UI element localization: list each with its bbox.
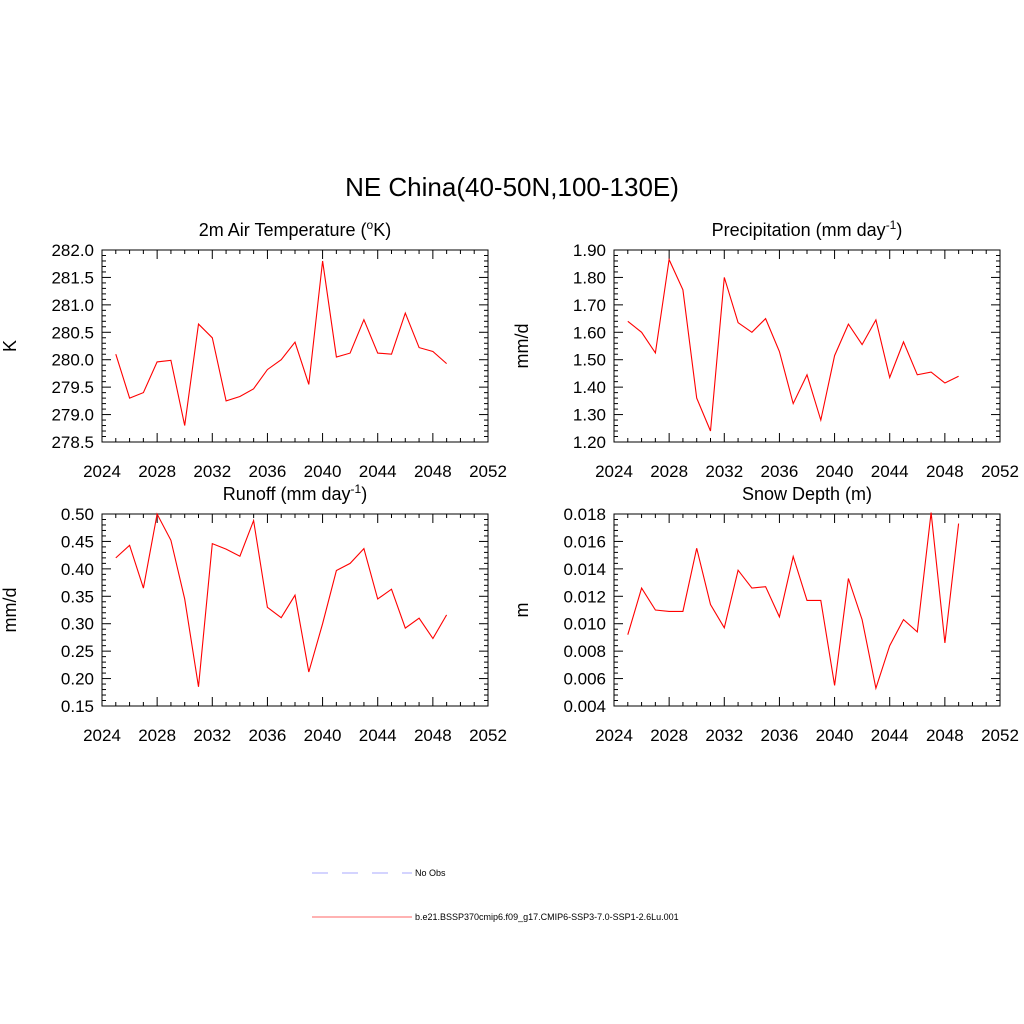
x-tick-label: 2040 xyxy=(816,726,854,745)
y-tick-label: 1.90 xyxy=(573,241,606,260)
x-tick-label: 2036 xyxy=(249,462,287,481)
panel-title: Snow Depth (m) xyxy=(742,484,872,504)
x-tick-label: 2024 xyxy=(83,726,121,745)
panel-snow-depth: 2024 2028 2032 2036 2040 2044 2048 2052 0.004 0.0… xyxy=(512,484,1019,745)
x-tick-label: 2044 xyxy=(871,726,909,745)
y-tick-label: 281.0 xyxy=(51,296,94,315)
panel-precipitation: 2024 2028 2032 2036 2040 2044 2048 2052 1.20 1.30… xyxy=(512,218,1019,481)
y-tick-label: 278.5 xyxy=(51,433,94,452)
y-axis-label: K xyxy=(0,340,20,352)
x-tick-label: 2024 xyxy=(595,726,633,745)
y-tick-label: 0.15 xyxy=(61,697,94,716)
x-tick-label: 2040 xyxy=(816,462,854,481)
plot-frame xyxy=(101,249,489,443)
panel-title-suffix: ) xyxy=(361,484,367,504)
x-tick-label: 2032 xyxy=(193,462,231,481)
y-tick-label: 1.30 xyxy=(573,406,606,425)
panel-title-superscript: -1 xyxy=(886,218,897,232)
x-tick-label: 2044 xyxy=(359,726,397,745)
plot-frame xyxy=(613,513,1001,707)
y-tick-label: 0.004 xyxy=(563,697,606,716)
y-tick-label: 1.50 xyxy=(573,351,606,370)
x-tick-label: 2048 xyxy=(414,462,452,481)
panel-title-main: Precipitation (mm day xyxy=(712,220,886,240)
x-tick-label: 2028 xyxy=(650,462,688,481)
y-tick-label: 0.012 xyxy=(563,587,606,606)
x-tick-label: 2024 xyxy=(595,462,633,481)
series-line xyxy=(115,260,447,426)
y-tick-label: 0.008 xyxy=(563,642,606,661)
y-tick-label: 0.50 xyxy=(61,505,94,524)
x-tick-label: 2052 xyxy=(469,726,507,745)
y-tick-label: 0.45 xyxy=(61,532,94,551)
x-tick-label: 2044 xyxy=(871,462,909,481)
series-line xyxy=(627,512,960,691)
x-tick-label: 2028 xyxy=(650,726,688,745)
x-tick-label: 2040 xyxy=(304,726,342,745)
y-tick-label: 0.016 xyxy=(563,532,606,551)
x-tick-label: 2032 xyxy=(705,726,743,745)
y-tick-label: 1.70 xyxy=(573,296,606,315)
y-axis-label: m xyxy=(512,603,532,618)
y-tick-label: 0.40 xyxy=(61,560,94,579)
panel-air-temperature: 2024 2028 2032 2036 2040 2044 2048 2052 278.5 279… xyxy=(0,218,507,481)
panel-title: Precipitation (mm day-1) xyxy=(712,218,903,240)
x-tick-label: 2052 xyxy=(469,462,507,481)
y-tick-label: 0.30 xyxy=(61,615,94,634)
y-tick-label: 1.20 xyxy=(573,433,606,452)
panel-title-main: Snow Depth (m) xyxy=(742,484,872,504)
figure-title: NE China(40-50N,100-130E) xyxy=(345,172,679,202)
y-tick-label: 282.0 xyxy=(51,241,94,260)
y-tick-label: 0.014 xyxy=(563,560,606,579)
y-tick-label: 279.5 xyxy=(51,378,94,397)
y-tick-label: 1.40 xyxy=(573,378,606,397)
panel-title: Runoff (mm day-1) xyxy=(223,482,367,504)
legend: No Obs b.e21.BSSP370cmip6.f09_g17.CMIP6-S… xyxy=(312,868,679,922)
y-tick-label: 0.20 xyxy=(61,670,94,689)
x-tick-label: 2028 xyxy=(138,462,176,481)
panel-title: 2m Air Temperature (oK) xyxy=(199,218,391,240)
series-line xyxy=(627,257,959,432)
y-tick-label: 280.0 xyxy=(51,351,94,370)
panel-runoff: 2024 2028 2032 2036 2040 2044 2048 2052 0.15 0.20… xyxy=(0,482,507,745)
y-tick-label: 280.5 xyxy=(51,323,94,342)
x-tick-label: 2024 xyxy=(83,462,121,481)
x-tick-label: 2048 xyxy=(926,726,964,745)
y-tick-label: 281.5 xyxy=(51,268,94,287)
x-tick-label: 2036 xyxy=(249,726,287,745)
plot-frame xyxy=(101,513,489,707)
x-tick-label: 2028 xyxy=(138,726,176,745)
panel-title-superscript: -1 xyxy=(351,482,362,496)
x-tick-label: 2044 xyxy=(359,462,397,481)
x-tick-label: 2048 xyxy=(414,726,452,745)
y-axis-label: mm/d xyxy=(512,324,532,369)
panel-title-superscript: o xyxy=(367,218,374,232)
panel-title-main: Runoff (mm day xyxy=(223,484,351,504)
y-axis-label: mm/d xyxy=(0,588,20,633)
x-tick-label: 2052 xyxy=(981,726,1019,745)
x-tick-label: 2036 xyxy=(761,462,799,481)
y-tick-label: 0.006 xyxy=(563,670,606,689)
series-line xyxy=(115,512,448,687)
x-tick-label: 2032 xyxy=(705,462,743,481)
x-tick-label: 2040 xyxy=(304,462,342,481)
panel-title-suffix: K) xyxy=(373,220,391,240)
x-tick-label: 2032 xyxy=(193,726,231,745)
y-tick-label: 0.018 xyxy=(563,505,606,524)
y-tick-label: 1.60 xyxy=(573,323,606,342)
panel-title-suffix: ) xyxy=(896,220,902,240)
x-tick-label: 2036 xyxy=(761,726,799,745)
panel-title-main: 2m Air Temperature ( xyxy=(199,220,367,240)
x-tick-label: 2048 xyxy=(926,462,964,481)
plot-frame xyxy=(613,249,1001,443)
legend-label: b.e21.BSSP370cmip6.f09_g17.CMIP6-SSP3-7.… xyxy=(415,912,679,922)
y-tick-label: 279.0 xyxy=(51,406,94,425)
y-tick-label: 0.35 xyxy=(61,587,94,606)
y-tick-label: 0.25 xyxy=(61,642,94,661)
x-tick-label: 2052 xyxy=(981,462,1019,481)
legend-label: No Obs xyxy=(415,868,446,878)
y-tick-label: 0.010 xyxy=(563,615,606,634)
y-tick-label: 1.80 xyxy=(573,268,606,287)
